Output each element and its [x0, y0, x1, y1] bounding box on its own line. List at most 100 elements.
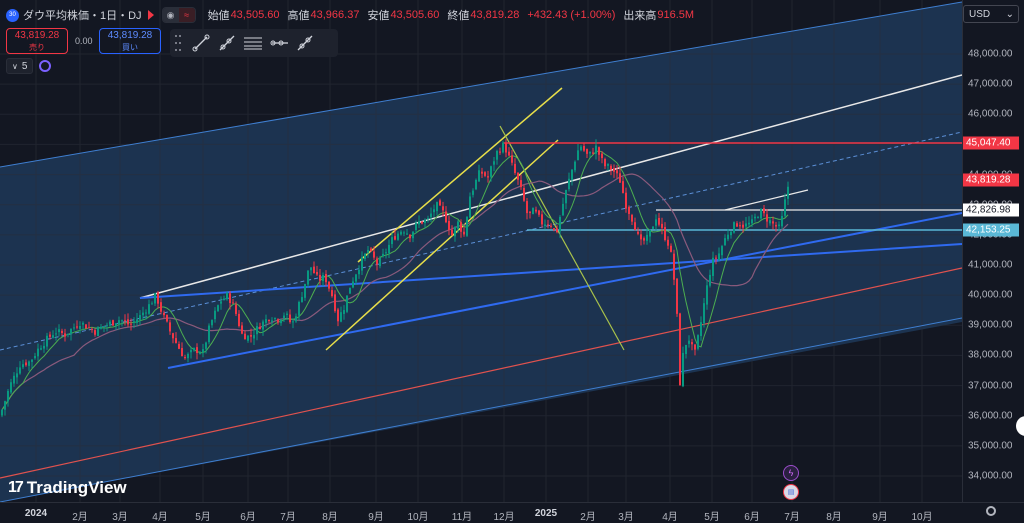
price-tick-label: 39,000.00	[968, 319, 1013, 331]
candle-body	[727, 234, 729, 240]
candle-body	[358, 269, 360, 275]
settings-gear-icon[interactable]	[986, 506, 996, 516]
candle-body	[661, 223, 663, 228]
candle-body	[655, 219, 657, 226]
candle-body	[652, 226, 654, 229]
price-axis[interactable]	[962, 0, 1024, 502]
candle-body	[427, 218, 429, 220]
candle-body	[217, 305, 219, 312]
candle-body	[121, 320, 123, 322]
sync-icon[interactable]	[39, 60, 52, 72]
candle-body	[745, 223, 747, 227]
candle-body	[172, 333, 174, 339]
candle-body	[757, 217, 759, 219]
parallel-channel-icon[interactable]	[240, 31, 266, 55]
scroll-button[interactable]	[1016, 416, 1024, 436]
candle-body	[550, 225, 552, 227]
time-axis[interactable]	[0, 502, 1024, 523]
indicator-row: ∨ 5	[6, 58, 52, 74]
candle-body	[364, 253, 366, 260]
candle-body	[481, 171, 483, 174]
earnings-event-icon[interactable]: ϟ	[783, 465, 799, 481]
candle-body	[118, 320, 120, 324]
eye-icon[interactable]: ◉	[162, 8, 179, 22]
candle-body	[724, 238, 726, 246]
candle-body	[547, 224, 549, 226]
candle-body	[55, 333, 57, 335]
candle-body	[445, 211, 447, 223]
candle-body	[7, 390, 9, 402]
candle-body	[88, 327, 90, 329]
candle-body	[193, 347, 195, 351]
short-white-line	[724, 189, 809, 211]
currency-select[interactable]: USD ⌄	[963, 5, 1019, 23]
close-value: 43,819.28	[470, 9, 520, 21]
symbol-title[interactable]: ダウ平均株価・1日・DJ	[23, 10, 142, 22]
candle-body	[352, 281, 354, 288]
chevron-down-icon: ∨	[12, 61, 18, 71]
candle-body	[355, 274, 357, 282]
candle-body	[649, 229, 651, 237]
candle-body	[205, 342, 207, 349]
high-value: 43,966.37	[310, 9, 360, 21]
candle-body	[292, 321, 294, 323]
trend-line-icon[interactable]	[188, 31, 214, 55]
sell-button[interactable]: 43,819.28 売り	[6, 28, 68, 54]
blue-trend-line-2	[167, 212, 962, 369]
ray-icon[interactable]	[214, 31, 240, 55]
candle-body	[70, 328, 72, 334]
candle-body	[175, 338, 177, 343]
market-status-icon[interactable]	[147, 10, 154, 20]
time-tick-label: 5月	[195, 512, 211, 523]
compare-toggle[interactable]: ◉ ≈	[161, 7, 196, 23]
candle-body	[268, 320, 270, 322]
center-channel-line	[0, 131, 962, 351]
buy-button[interactable]: 43,819.28 買い	[99, 28, 161, 54]
candle-body	[634, 222, 636, 231]
time-tick-label: 10月	[911, 512, 933, 523]
time-tick-label: 9月	[872, 512, 888, 523]
price-tick-label: 34,000.00	[968, 470, 1013, 482]
dividend-event-icon[interactable]: ▤	[783, 484, 799, 500]
candle-body	[160, 302, 162, 312]
candle-body	[478, 170, 480, 182]
candle-body	[532, 208, 534, 215]
white-trend-line	[139, 74, 962, 299]
candle-body	[592, 152, 594, 154]
extended-line-icon[interactable]	[292, 31, 318, 55]
candle-body	[349, 287, 351, 294]
indicator-count-button[interactable]: ∨ 5	[6, 58, 34, 74]
blue-trend-line-1	[139, 243, 962, 299]
time-tick-label: 4月	[152, 512, 168, 523]
logo-text: TradingView	[26, 478, 127, 497]
candle-body	[448, 220, 450, 230]
candle-body	[763, 208, 765, 214]
price-tick-label: 37,000.00	[968, 380, 1013, 392]
candle-body	[700, 322, 702, 336]
candle-body	[436, 202, 438, 212]
tradingview-logo[interactable]: 17 TradingView	[8, 478, 127, 498]
candle-body	[130, 323, 132, 325]
price-tick-label: 48,000.00	[968, 48, 1013, 60]
candle-body	[31, 359, 33, 362]
candle-body	[679, 313, 681, 386]
candle-body	[469, 196, 471, 218]
candle-body	[613, 168, 615, 172]
candle-body	[337, 309, 339, 322]
price-tag: 42,153.25	[963, 223, 1019, 237]
candle-body	[16, 373, 18, 378]
candles	[1, 139, 789, 418]
candle-body	[505, 143, 507, 153]
candle-body	[298, 301, 300, 316]
wave-icon[interactable]: ≈	[178, 8, 195, 22]
drag-handle-icon[interactable]	[174, 35, 184, 51]
candle-body	[511, 155, 513, 163]
candle-body	[739, 225, 741, 227]
candle-body	[499, 151, 501, 153]
horizontal-ray-icon[interactable]	[266, 31, 292, 55]
candle-body	[712, 257, 714, 276]
symbol-header: 30 ダウ平均株価・1日・DJ ◉ ≈ 始値 43,505.60 高値 43,9…	[6, 7, 694, 23]
candle-body	[742, 224, 744, 228]
candle-body	[157, 292, 159, 304]
